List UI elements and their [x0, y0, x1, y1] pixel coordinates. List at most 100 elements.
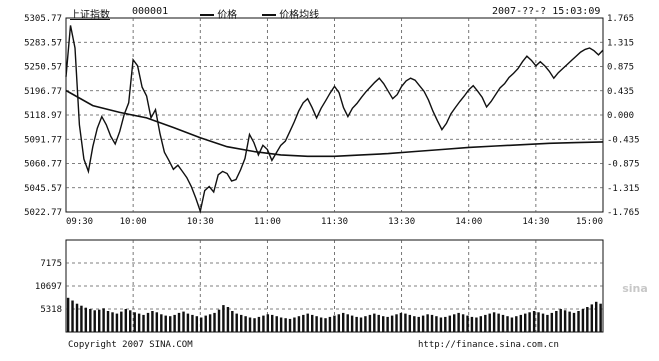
x-tick-label: 11:30 [321, 217, 348, 227]
source-url: http://finance.sina.com.cn [418, 340, 559, 350]
legend-price: 价格 [200, 6, 237, 21]
volume-bar [71, 300, 74, 332]
volume-bar [350, 315, 354, 332]
y-right-tick-label: -0.435 [607, 135, 640, 145]
x-tick-label: 11:00 [254, 217, 281, 227]
legend-price-swatch [200, 14, 214, 16]
y-left-tick-label: 5196.77 [24, 87, 62, 97]
volume-bar [271, 314, 274, 332]
volume-bar [279, 317, 283, 332]
volume-bar [559, 309, 562, 332]
volume-bar [528, 312, 531, 332]
volume-bar [75, 303, 79, 332]
volume-bar [404, 313, 407, 332]
volume-bar [89, 309, 92, 332]
sina-watermark: sina [622, 282, 648, 295]
volume-bar [368, 314, 372, 332]
volume-bar [581, 309, 585, 332]
y-left-tick-label: 5022.77 [24, 208, 62, 218]
volume-bar [248, 317, 252, 332]
volume-bar [524, 313, 527, 332]
volume-bar [470, 316, 474, 332]
volume-bar [311, 314, 314, 332]
volume-bar [240, 314, 243, 332]
volume-bar [137, 313, 141, 332]
volume-bar [359, 317, 363, 332]
volume-bar [177, 312, 181, 332]
volume-bar [568, 311, 571, 332]
volume-bar [102, 308, 105, 332]
volume-bar [595, 301, 598, 332]
volume-bar [111, 312, 114, 332]
volume-bar [204, 315, 207, 332]
volume-bar [244, 316, 247, 332]
volume-tick-label: 7175 [40, 259, 62, 269]
volume-bar [355, 316, 358, 332]
volume-bar [186, 313, 190, 332]
volume-bar [337, 314, 341, 332]
volume-bar [506, 316, 509, 332]
legend-price-label: 价格 [217, 10, 238, 21]
volume-bar [577, 311, 580, 332]
volume-bar [448, 315, 452, 332]
volume-bar [151, 311, 154, 332]
y-right-tick-label: 0.875 [607, 63, 634, 73]
y-right-tick-label: -0.875 [607, 160, 640, 170]
volume-bar [213, 312, 216, 332]
volume-bar [297, 316, 301, 332]
volume-bar [222, 305, 225, 332]
volume-bar [288, 318, 292, 332]
volume-bar [284, 318, 287, 332]
volume-tick-label: 5318 [40, 305, 62, 315]
volume-bar [324, 318, 327, 332]
volume-bar [364, 316, 367, 332]
x-tick-label: 15:00 [576, 217, 603, 227]
volume-bar [80, 305, 83, 332]
volume-bar [563, 310, 567, 332]
y-right-tick-label: -1.765 [607, 208, 640, 218]
volume-bar [461, 314, 465, 332]
volume-bar [217, 309, 221, 332]
volume-bar [155, 312, 159, 332]
y-left-tick-label: 5118.97 [24, 111, 62, 121]
volume-bar [262, 315, 265, 332]
index-name: 上证指数 [70, 10, 110, 21]
volume-bar [231, 311, 234, 332]
volume-bar [173, 314, 176, 332]
volume-bar [93, 310, 96, 332]
volume-bar [382, 316, 385, 332]
y-left-tick-label: 5283.57 [24, 38, 62, 48]
chart-datetime: 2007-??-? 15:03:09 [492, 6, 601, 17]
volume-bar [399, 312, 403, 332]
volume-bar [115, 313, 119, 332]
volume-bar [457, 312, 460, 332]
x-tick-label: 10:00 [120, 217, 147, 227]
volume-bar [306, 313, 309, 332]
volume-bar [488, 313, 491, 332]
x-tick-label: 10:30 [187, 217, 214, 227]
volume-panel: 7175 10697 5318 [35, 239, 604, 333]
volume-bar [319, 317, 323, 332]
y-left-tick-label: 5045.57 [24, 184, 62, 194]
y-right-tick-label: 0.000 [607, 111, 634, 121]
volume-bar [195, 316, 199, 332]
volume-bar [479, 316, 483, 332]
volume-bar [257, 316, 261, 332]
volume-bar [519, 314, 523, 332]
volume-bar [475, 317, 478, 332]
volume-bar [492, 312, 496, 332]
volume-bar [572, 312, 576, 332]
y-left-tick-label: 5060.77 [24, 160, 62, 170]
x-tick-label: 14:00 [455, 217, 482, 227]
volume-bar [275, 316, 278, 332]
volume-bar [182, 311, 185, 332]
volume-bar [160, 314, 163, 332]
y-right-tick-label: -1.315 [607, 184, 640, 194]
volume-bar [315, 316, 318, 332]
volume-bar [66, 297, 70, 332]
volume-bar [208, 314, 212, 332]
volume-bar [510, 317, 514, 332]
volume-bar [555, 311, 558, 332]
volume-bar [226, 307, 230, 332]
volume-bar [133, 312, 136, 332]
